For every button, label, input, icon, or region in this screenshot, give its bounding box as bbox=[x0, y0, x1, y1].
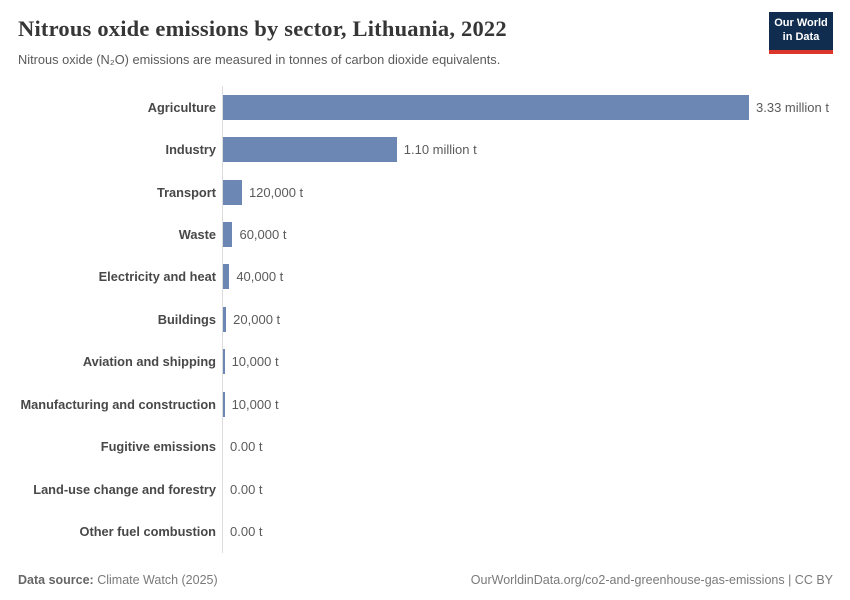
category-label: Buildings bbox=[157, 311, 216, 327]
value-label: 0.00 t bbox=[230, 439, 263, 455]
bar-track: 1.10 million t bbox=[222, 128, 850, 171]
category-label: Manufacturing and construction bbox=[20, 396, 216, 412]
bar-track: 3.33 million t bbox=[222, 86, 850, 129]
footer-link[interactable]: OurWorldinData.org/co2-and-greenhouse-ga… bbox=[470, 573, 833, 587]
chart-row: Other fuel combustion 0.00 t bbox=[0, 510, 850, 553]
bar-track: 0.00 t bbox=[222, 467, 850, 511]
category-label: Other fuel combustion bbox=[79, 524, 216, 540]
value-label: 0.00 t bbox=[230, 524, 263, 540]
chart-row: Agriculture 3.33 million t bbox=[0, 86, 850, 129]
value-label: 60,000 t bbox=[239, 227, 287, 243]
bar-track: 40,000 t bbox=[222, 255, 850, 299]
chart-row: Waste 60,000 t bbox=[0, 213, 850, 256]
chart-row: Electricity and heat 40,000 t bbox=[0, 255, 850, 299]
bar-track: 10,000 t bbox=[222, 340, 850, 384]
bar[interactable] bbox=[223, 222, 233, 248]
data-source-label: Data source: bbox=[18, 573, 94, 587]
bar[interactable] bbox=[223, 179, 242, 205]
value-label: 1.10 million t bbox=[403, 142, 477, 158]
category-label: Aviation and shipping bbox=[82, 354, 216, 370]
chart-row: Aviation and shipping 10,000 t bbox=[0, 340, 850, 384]
value-label: 10,000 t bbox=[231, 354, 279, 370]
category-label: Transport bbox=[156, 184, 216, 200]
owid-logo-line2: in Data bbox=[782, 30, 820, 43]
owid-logo[interactable]: Our World in Data bbox=[769, 12, 833, 54]
category-label: Industry bbox=[165, 142, 216, 158]
bar-track: 10,000 t bbox=[222, 383, 850, 426]
data-source: Data source: Climate Watch (2025) bbox=[18, 573, 218, 587]
value-label: 0.00 t bbox=[230, 481, 263, 497]
chart-row: Buildings 20,000 t bbox=[0, 298, 850, 341]
chart-subtitle: Nitrous oxide (N₂O) emissions are measur… bbox=[18, 52, 501, 67]
bar-track: 20,000 t bbox=[222, 298, 850, 341]
category-label: Agriculture bbox=[147, 99, 216, 115]
owid-logo-line1: Our World bbox=[774, 17, 828, 29]
chart-row: Transport 120,000 t bbox=[0, 170, 850, 214]
category-label: Fugitive emissions bbox=[100, 439, 216, 455]
bar-track: 60,000 t bbox=[222, 213, 850, 256]
value-label: 20,000 t bbox=[233, 311, 281, 327]
value-label: 120,000 t bbox=[248, 184, 304, 200]
bar[interactable] bbox=[223, 94, 749, 120]
chart-row: Manufacturing and construction 10,000 t bbox=[0, 383, 850, 426]
bar[interactable] bbox=[223, 264, 230, 290]
data-source-value: Climate Watch (2025) bbox=[97, 573, 218, 587]
value-label: 10,000 t bbox=[231, 396, 279, 412]
chart-row: Land-use change and forestry 0.00 t bbox=[0, 467, 850, 511]
chart-title: Nitrous oxide emissions by sector, Lithu… bbox=[18, 16, 507, 41]
category-label: Electricity and heat bbox=[98, 269, 216, 285]
category-label: Waste bbox=[178, 227, 216, 243]
chart-row: Fugitive emissions 0.00 t bbox=[0, 425, 850, 468]
bar-track: 0.00 t bbox=[222, 425, 850, 468]
chart-footer: Data source: Climate Watch (2025) OurWor… bbox=[18, 573, 833, 587]
bar-track: 0.00 t bbox=[222, 510, 850, 553]
bar[interactable] bbox=[223, 349, 225, 375]
bar-track: 120,000 t bbox=[222, 170, 850, 214]
bar[interactable] bbox=[223, 306, 227, 332]
bar[interactable] bbox=[223, 137, 397, 163]
chart-header: Nitrous oxide emissions by sector, Lithu… bbox=[0, 0, 850, 67]
value-label: 3.33 million t bbox=[756, 99, 829, 115]
value-label: 40,000 t bbox=[236, 269, 284, 285]
bar-chart: Agriculture 3.33 million t Industry 1.10… bbox=[0, 86, 850, 553]
category-label: Land-use change and forestry bbox=[33, 481, 216, 497]
bar[interactable] bbox=[223, 391, 225, 417]
chart-row: Industry 1.10 million t bbox=[0, 128, 850, 171]
